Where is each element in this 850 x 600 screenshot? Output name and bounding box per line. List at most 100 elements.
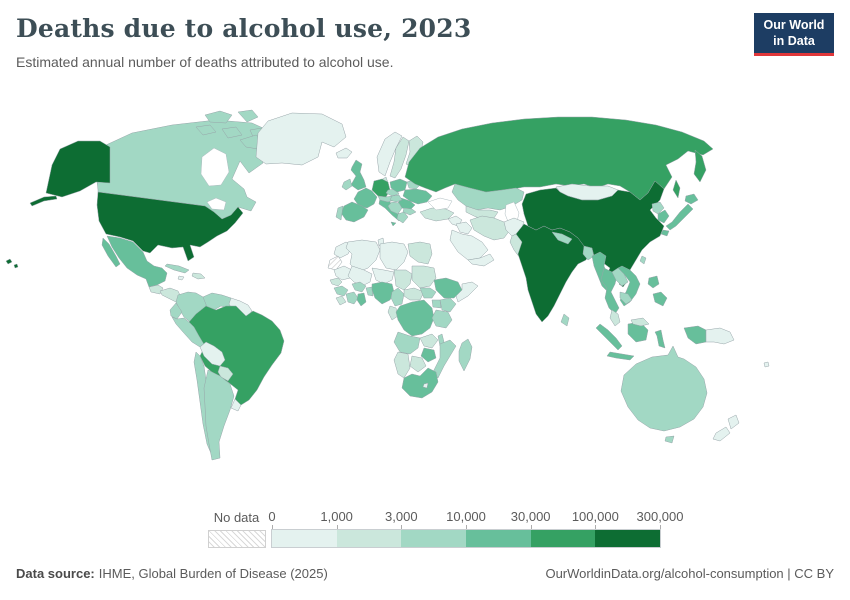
- country-iraq[interactable]: [455, 221, 473, 235]
- country-congo[interactable]: [387, 305, 399, 321]
- country-hungary[interactable]: [389, 194, 403, 203]
- country-ghana[interactable]: [356, 292, 367, 307]
- country-hispaniola[interactable]: [191, 272, 206, 280]
- country-madagascar[interactable]: [458, 338, 473, 372]
- country-zimbabwe[interactable]: [420, 347, 437, 363]
- country-botswana[interactable]: [409, 355, 427, 373]
- country-united-states[interactable]: [96, 191, 244, 262]
- country-united-states-hawaii[interactable]: [13, 263, 19, 269]
- country-china[interactable]: [521, 180, 665, 281]
- country-united-states-hawaii[interactable]: [5, 258, 13, 265]
- country-italy-sicily[interactable]: [390, 221, 397, 227]
- country-new-zealand-north[interactable]: [727, 414, 740, 430]
- country-malaysia[interactable]: [609, 309, 621, 327]
- legend-color-segment[interactable]: [336, 530, 402, 547]
- legend-color-segment[interactable]: [530, 530, 596, 547]
- legend-no-data-swatch[interactable]: [208, 530, 266, 548]
- country-indonesia-sulawesi[interactable]: [654, 329, 666, 349]
- country-namibia[interactable]: [393, 351, 411, 379]
- country-egypt[interactable]: [407, 241, 433, 265]
- country-mexico-baja[interactable]: [101, 237, 121, 268]
- country-benin[interactable]: [365, 286, 374, 297]
- country-saudi-arabia[interactable]: [449, 229, 489, 261]
- owid-logo[interactable]: Our World in Data: [754, 13, 834, 57]
- legend-color-segment[interactable]: [595, 530, 661, 547]
- country-united-states-alaska[interactable]: [45, 140, 111, 198]
- country-cameroon[interactable]: [390, 287, 405, 307]
- country-canada[interactable]: [204, 110, 233, 124]
- footer-link[interactable]: OurWorldinData.org/alcohol-consumption |…: [545, 566, 834, 581]
- country-philippines-mindanao[interactable]: [652, 291, 668, 307]
- country-spain[interactable]: [340, 201, 369, 223]
- country-argentina[interactable]: [203, 369, 235, 461]
- country-greece[interactable]: [396, 211, 409, 224]
- country-sri-lanka[interactable]: [560, 313, 570, 327]
- country-indonesia-sumatra[interactable]: [595, 323, 623, 351]
- country-senegal[interactable]: [329, 277, 343, 287]
- country-iceland[interactable]: [335, 147, 353, 159]
- country-north-korea[interactable]: [651, 201, 665, 215]
- country-taiwan[interactable]: [639, 255, 647, 265]
- country-tanzania[interactable]: [431, 309, 453, 329]
- legend-color-segment[interactable]: [272, 530, 337, 547]
- country-papua-new-guinea[interactable]: [705, 327, 735, 345]
- country-south-africa[interactable]: [401, 367, 439, 399]
- country-japan-honshu[interactable]: [665, 203, 694, 231]
- country-niger[interactable]: [371, 267, 395, 285]
- country-mali[interactable]: [347, 265, 373, 287]
- country-uruguay[interactable]: [230, 398, 242, 412]
- country-central-african-republic[interactable]: [403, 287, 425, 301]
- country-russia-kamchatka[interactable]: [693, 149, 707, 183]
- country-yemen[interactable]: [467, 253, 495, 267]
- country-australia[interactable]: [620, 345, 708, 432]
- country-ireland[interactable]: [341, 178, 353, 191]
- country-cuba[interactable]: [164, 263, 190, 274]
- country-zambia[interactable]: [419, 333, 439, 349]
- country-indonesia-papua[interactable]: [683, 325, 707, 345]
- country-ukraine[interactable]: [402, 188, 433, 205]
- country-libya[interactable]: [379, 241, 409, 271]
- country-sweden[interactable]: [389, 136, 410, 179]
- country-chad[interactable]: [393, 269, 413, 291]
- country-uganda[interactable]: [431, 299, 442, 309]
- country-canada[interactable]: [237, 109, 259, 123]
- country-cambodia[interactable]: [619, 291, 633, 305]
- country-france[interactable]: [353, 187, 378, 209]
- country-mozambique[interactable]: [432, 339, 457, 379]
- country-iran[interactable]: [469, 215, 511, 241]
- legend-color-segment[interactable]: [466, 530, 531, 547]
- country-bolivia[interactable]: [199, 341, 226, 367]
- country-drc[interactable]: [395, 299, 435, 337]
- country-malaysia-borneo[interactable]: [630, 317, 650, 327]
- country-nigeria[interactable]: [371, 281, 395, 305]
- country-lesotho[interactable]: [422, 382, 429, 389]
- country-angola[interactable]: [393, 331, 421, 355]
- country-japan-kyushu[interactable]: [660, 229, 670, 237]
- country-jamaica[interactable]: [177, 275, 185, 281]
- country-fiji[interactable]: [763, 361, 770, 368]
- country-liberia[interactable]: [335, 295, 347, 306]
- country-ivory-coast[interactable]: [345, 291, 359, 305]
- country-south-sudan[interactable]: [419, 287, 437, 299]
- country-bulgaria[interactable]: [402, 207, 417, 216]
- legend-color-segment[interactable]: [401, 530, 467, 547]
- country-south-korea[interactable]: [657, 209, 670, 224]
- country-russia-sakhalin[interactable]: [672, 179, 681, 199]
- country-united-states-aleutians[interactable]: [29, 195, 58, 207]
- country-united-kingdom[interactable]: [350, 159, 367, 191]
- country-greenland[interactable]: [255, 112, 347, 166]
- country-philippines-luzon[interactable]: [647, 275, 660, 289]
- legend-color-bar[interactable]: [271, 529, 661, 548]
- country-new-zealand-south[interactable]: [712, 426, 731, 442]
- country-portugal[interactable]: [335, 205, 344, 221]
- country-nepal[interactable]: [551, 231, 573, 245]
- country-ecuador[interactable]: [169, 302, 183, 320]
- country-canada[interactable]: [221, 126, 243, 139]
- country-guinea[interactable]: [333, 285, 349, 297]
- country-japan-hokkaido[interactable]: [684, 193, 699, 205]
- country-canada[interactable]: [195, 124, 217, 136]
- country-algeria[interactable]: [345, 239, 381, 273]
- country-somalia[interactable]: [455, 281, 479, 303]
- country-burkina-faso[interactable]: [351, 281, 367, 293]
- country-australia-tasmania[interactable]: [664, 435, 675, 444]
